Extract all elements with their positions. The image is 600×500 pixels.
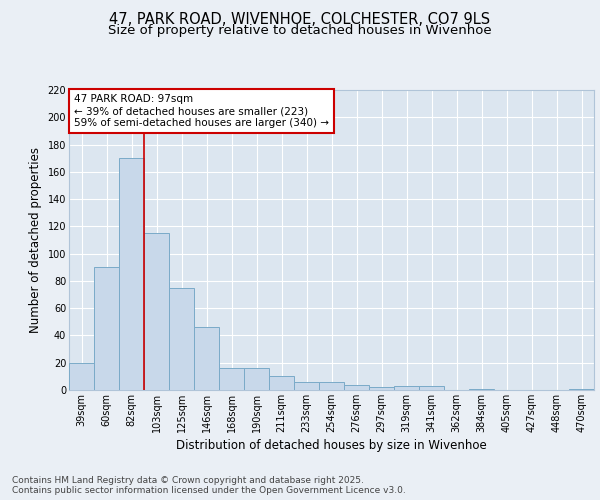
Bar — [319, 382, 344, 390]
Bar — [369, 388, 394, 390]
Text: Contains HM Land Registry data © Crown copyright and database right 2025.
Contai: Contains HM Land Registry data © Crown c… — [12, 476, 406, 495]
Bar — [569, 388, 594, 390]
Bar — [119, 158, 144, 390]
Bar — [469, 388, 494, 390]
Text: Size of property relative to detached houses in Wivenhoe: Size of property relative to detached ho… — [108, 24, 492, 37]
Bar — [219, 368, 244, 390]
Text: 47, PARK ROAD, WIVENHOE, COLCHESTER, CO7 9LS: 47, PARK ROAD, WIVENHOE, COLCHESTER, CO7… — [109, 12, 491, 28]
Bar — [144, 233, 169, 390]
Bar — [194, 328, 219, 390]
Y-axis label: Number of detached properties: Number of detached properties — [29, 147, 42, 333]
Bar — [69, 362, 94, 390]
Bar — [294, 382, 319, 390]
Bar — [419, 386, 444, 390]
X-axis label: Distribution of detached houses by size in Wivenhoe: Distribution of detached houses by size … — [176, 439, 487, 452]
Text: 47 PARK ROAD: 97sqm
← 39% of detached houses are smaller (223)
59% of semi-detac: 47 PARK ROAD: 97sqm ← 39% of detached ho… — [74, 94, 329, 128]
Bar — [169, 288, 194, 390]
Bar — [244, 368, 269, 390]
Bar — [94, 268, 119, 390]
Bar — [394, 386, 419, 390]
Bar — [344, 384, 369, 390]
Bar — [269, 376, 294, 390]
